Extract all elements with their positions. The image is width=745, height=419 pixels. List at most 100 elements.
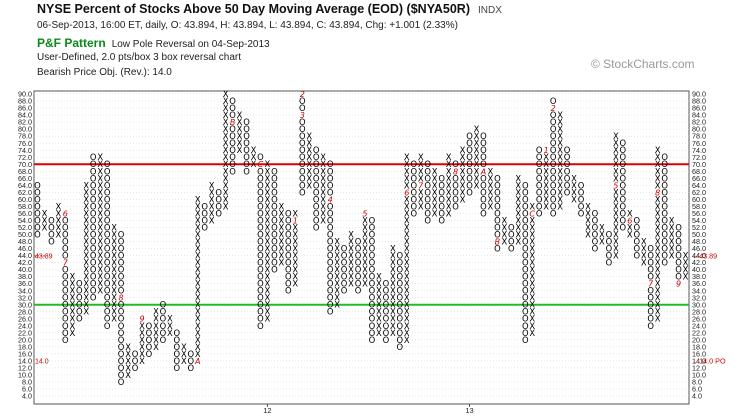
x-box: X — [69, 321, 75, 331]
month-marker: A — [194, 357, 200, 366]
o-box: O — [369, 222, 376, 232]
month-marker: 5 — [362, 209, 367, 218]
x-box: X — [265, 265, 271, 275]
last-price-label: ←43.89 — [692, 252, 717, 261]
x-box: X — [557, 145, 563, 155]
x-box: X — [111, 279, 117, 289]
x-box: X — [627, 208, 633, 218]
o-box: O — [327, 265, 334, 275]
pattern-text: Low Pole Reversal on 04-Sep-2013 — [111, 39, 270, 50]
objective-line: Bearish Price Obj. (Rev.): 14.0 — [37, 67, 172, 78]
x-box: X — [139, 321, 145, 331]
x-box: X — [585, 208, 591, 218]
x-box: X — [641, 258, 647, 268]
x-box: X — [515, 201, 521, 211]
x-box: X — [515, 194, 521, 204]
o-box: O — [675, 258, 682, 268]
x-box: X — [42, 208, 48, 218]
y-tick-label-left: 30.0 — [18, 300, 32, 309]
x-box: X — [515, 208, 521, 218]
o-box: O — [536, 187, 543, 197]
x-box: X — [320, 208, 326, 218]
o-box: O — [90, 215, 97, 225]
x-box: X — [613, 201, 619, 211]
x-box: X — [418, 194, 424, 204]
x-box: X — [306, 180, 312, 190]
y-tick-label-left: 36.0 — [18, 279, 32, 288]
o-box: O — [564, 159, 571, 169]
x-box: X — [348, 244, 354, 254]
x-box: X — [334, 286, 340, 296]
o-box: O — [160, 307, 167, 317]
x-box: X — [376, 300, 382, 310]
x-box: X — [613, 236, 619, 246]
o-box: O — [104, 222, 111, 232]
o-box: O — [522, 208, 529, 218]
o-box: O — [271, 194, 278, 204]
o-box: O — [508, 236, 515, 246]
o-box: O — [90, 159, 97, 169]
x-box: X — [460, 180, 466, 190]
o-box: O — [355, 236, 362, 246]
o-box: O — [341, 272, 348, 282]
x-box: X — [223, 117, 229, 127]
o-box: O — [369, 293, 376, 303]
x-box: X — [543, 180, 549, 190]
o-box: O — [271, 222, 278, 232]
o-box: O — [313, 166, 320, 176]
o-box: O — [104, 300, 111, 310]
o-box: O — [62, 328, 69, 338]
o-box: O — [620, 152, 627, 162]
x-box: X — [278, 244, 284, 254]
x-box: X — [418, 201, 424, 211]
x-box: X — [460, 173, 466, 183]
o-box: O — [271, 215, 278, 225]
o-box: O — [271, 187, 278, 197]
o-box: O — [661, 208, 668, 218]
x-box: X — [404, 272, 410, 282]
o-box: O — [174, 342, 181, 352]
o-box: O — [118, 370, 125, 380]
o-box: O — [118, 363, 125, 373]
o-box: O — [424, 180, 431, 190]
x-box: X — [69, 286, 75, 296]
x-box: X — [223, 131, 229, 141]
x-box: X — [543, 173, 549, 183]
o-box: O — [187, 356, 194, 366]
x-box: X — [97, 251, 103, 261]
o-box: O — [592, 229, 599, 239]
x-box: X — [334, 258, 340, 268]
o-box: O — [327, 236, 334, 246]
o-box: O — [620, 159, 627, 169]
o-box: O — [661, 215, 668, 225]
o-box: O — [313, 145, 320, 155]
o-box: O — [550, 117, 557, 127]
o-box: O — [201, 215, 208, 225]
x-box: X — [418, 159, 424, 169]
month-marker: 9 — [139, 315, 144, 324]
x-box: X — [488, 187, 494, 197]
o-box: O — [201, 222, 208, 232]
o-box: O — [383, 335, 390, 345]
o-box: O — [76, 314, 83, 324]
o-box: O — [438, 194, 445, 204]
month-marker: 5 — [613, 181, 618, 190]
o-box: O — [313, 152, 320, 162]
x-box: X — [488, 201, 494, 211]
x-box: X — [376, 286, 382, 296]
o-box: O — [606, 229, 613, 239]
o-box: O — [104, 307, 111, 317]
x-box: X — [390, 265, 396, 275]
o-box: O — [522, 222, 529, 232]
o-box: O — [271, 173, 278, 183]
o-box: O — [90, 166, 97, 176]
x-box: X — [83, 201, 89, 211]
o-box: O — [48, 236, 55, 246]
o-box: O — [104, 265, 111, 275]
x-box: X — [529, 258, 535, 268]
